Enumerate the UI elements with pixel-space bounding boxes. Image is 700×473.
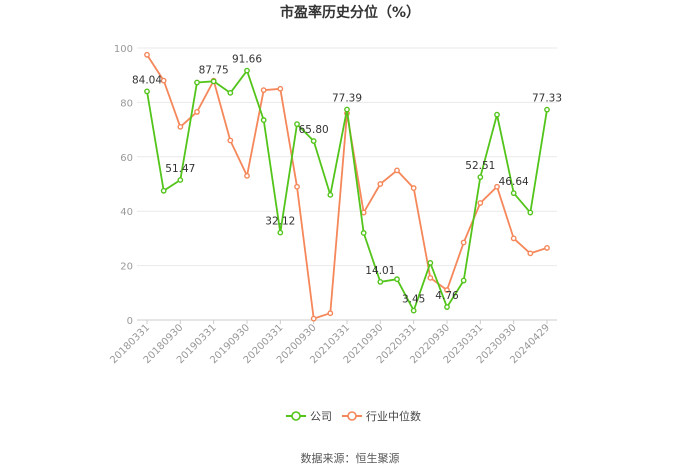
data-point xyxy=(477,174,484,181)
data-point xyxy=(360,230,367,236)
data-point xyxy=(294,121,300,128)
y-tick-label: 40 xyxy=(120,207,133,218)
y-tick-label: 20 xyxy=(120,262,133,273)
data-label: 14.01 xyxy=(365,265,395,277)
data-point xyxy=(460,277,467,284)
data-label: 46.64 xyxy=(499,176,529,188)
data-point xyxy=(294,183,300,190)
data-point xyxy=(494,183,500,190)
data-point xyxy=(360,209,367,216)
legend-label: 行业中位数 xyxy=(366,409,421,423)
legend-marker xyxy=(347,411,357,421)
data-point xyxy=(160,77,167,84)
data-point xyxy=(444,304,450,310)
data-point xyxy=(377,278,384,285)
data-point xyxy=(327,310,334,317)
data-point xyxy=(194,79,200,86)
data-point xyxy=(544,106,550,113)
data-point xyxy=(144,88,150,95)
data-point xyxy=(144,51,150,58)
data-point xyxy=(327,191,334,198)
data-point xyxy=(410,307,417,314)
data-label: 52.51 xyxy=(465,160,495,172)
data-point xyxy=(544,245,550,251)
data-label: 77.33 xyxy=(532,93,562,105)
data-point xyxy=(510,190,517,197)
grid xyxy=(137,47,557,321)
data-point xyxy=(344,106,350,113)
legend-item-1[interactable]: 行业中位数 xyxy=(342,409,421,423)
data-point xyxy=(244,172,250,179)
data-point xyxy=(427,259,434,266)
data-point xyxy=(527,250,534,257)
data-point xyxy=(477,200,484,206)
data-label: 91.66 xyxy=(232,54,262,66)
x-axis: 2018033120180930201903312019093020200331… xyxy=(108,320,552,366)
data-point xyxy=(377,181,384,187)
data-label: 84.04 xyxy=(132,74,162,86)
legend-label: 公司 xyxy=(310,410,332,423)
data-label: 87.75 xyxy=(199,64,229,76)
data-point xyxy=(460,239,467,246)
data-point xyxy=(177,123,184,130)
data-point xyxy=(394,167,400,174)
data-point xyxy=(510,235,517,242)
data-point xyxy=(310,315,317,322)
data-label: 51.47 xyxy=(165,163,195,175)
chart-title: 市盈率历史分位（%） xyxy=(280,4,420,21)
legend-item-0[interactable]: 公司 xyxy=(286,410,332,423)
data-point xyxy=(277,85,284,92)
data-point xyxy=(160,187,167,194)
data-point xyxy=(310,138,317,144)
data-label: 65.80 xyxy=(299,124,329,136)
data-point xyxy=(210,78,217,85)
data-point xyxy=(444,287,450,293)
data-point xyxy=(260,87,267,94)
y-tick-label: 100 xyxy=(114,44,133,55)
data-point xyxy=(177,177,184,183)
series-layer xyxy=(144,51,550,322)
data-label: 4.76 xyxy=(435,290,459,302)
source-note: 数据来源：恒生聚源 xyxy=(301,451,400,465)
data-point xyxy=(244,67,250,74)
data-label: 77.39 xyxy=(332,92,362,104)
data-point xyxy=(527,209,534,216)
data-point xyxy=(494,111,500,118)
y-tick-label: 80 xyxy=(120,98,133,109)
data-point xyxy=(394,276,400,283)
data-point xyxy=(277,229,284,236)
data-point xyxy=(227,137,234,144)
data-label: 3.45 xyxy=(402,294,425,306)
data-point xyxy=(260,117,267,123)
y-tick-label: 60 xyxy=(120,153,133,164)
data-label: 32.12 xyxy=(265,216,295,228)
data-point xyxy=(227,89,234,96)
y-axis: 0 20 40 60 80 100 xyxy=(114,44,133,327)
data-point xyxy=(427,274,434,281)
data-point xyxy=(410,185,417,191)
legend-marker xyxy=(291,411,301,421)
data-point xyxy=(194,109,200,115)
y-tick-label: 0 xyxy=(127,316,133,327)
legend[interactable]: 公司 行业中位数 xyxy=(286,409,421,423)
